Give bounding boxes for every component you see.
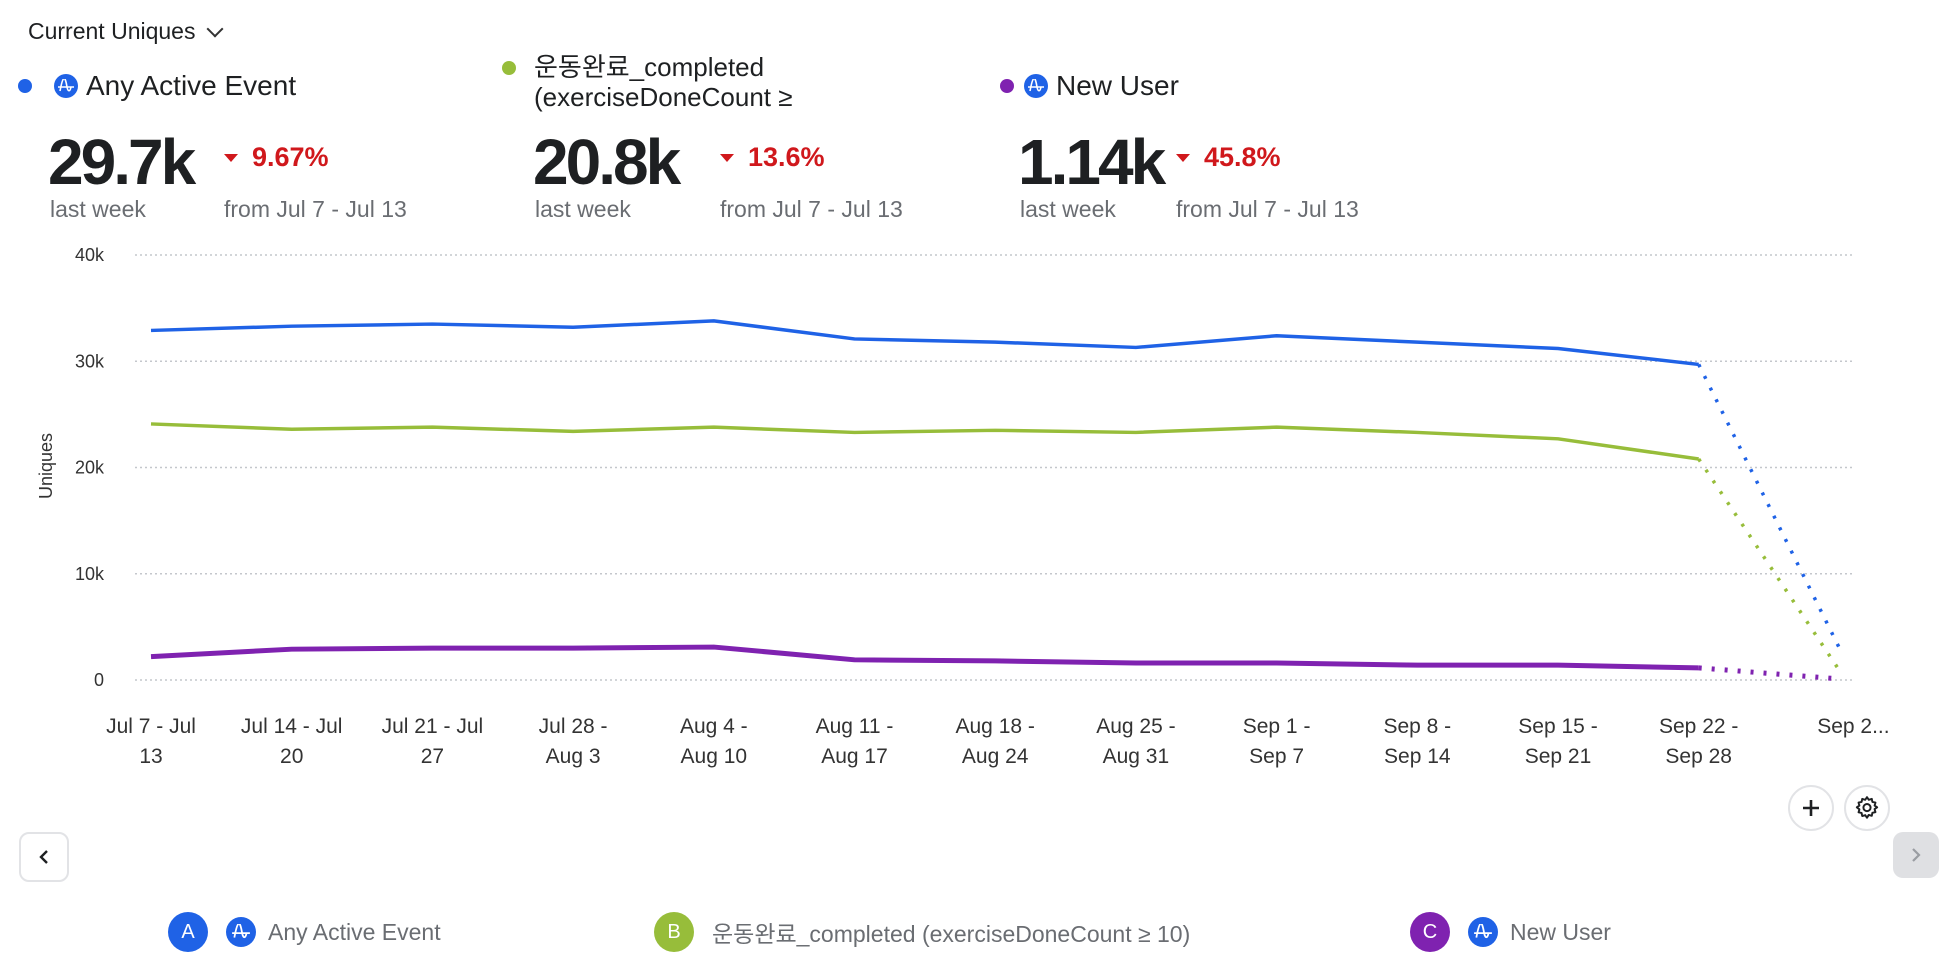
add-button[interactable] xyxy=(1788,785,1834,831)
kpi-title: New User xyxy=(1056,70,1179,101)
settings-button[interactable] xyxy=(1844,785,1890,831)
x-tick-label: Sep 22 -Sep 28 xyxy=(1659,715,1738,768)
series-color-dot xyxy=(18,79,32,93)
amplitude-icon xyxy=(1024,74,1048,98)
series-incomplete-segment xyxy=(1698,665,1840,682)
y-tick-label: 40k xyxy=(75,245,105,265)
kpi-value: 1.14k xyxy=(1018,126,1166,198)
scroll-right-button[interactable] xyxy=(1893,832,1939,878)
legend-item-b[interactable]: B 운동완료_completed (exerciseDoneCount ≥ 10… xyxy=(654,912,1190,952)
x-tick-label: Jul 7 - Jul 13 xyxy=(106,715,196,768)
amplitude-icon xyxy=(226,917,256,947)
kpi-compare: from Jul 7 - Jul 13 xyxy=(720,196,903,222)
gridlines xyxy=(135,254,1855,681)
x-tick-label: Aug 18 -Aug 24 xyxy=(956,715,1035,768)
legend-item-c[interactable]: C New User xyxy=(1410,912,1611,952)
legend-letter-badge: A xyxy=(168,912,208,952)
gear-icon xyxy=(1855,796,1879,819)
series-color-dot xyxy=(1000,79,1014,93)
kpi-caption: last week xyxy=(1020,196,1116,222)
x-tick-label: Jul 14 - Jul 20 xyxy=(241,715,343,768)
kpi-title: 운동완료_completed (exerciseDoneCount ≥ xyxy=(534,52,793,112)
legend-letter-badge: C xyxy=(1410,912,1450,952)
legend-label: 운동완료_completed (exerciseDoneCount ≥ 10) xyxy=(712,921,1191,947)
x-tick-label: Jul 28 -Aug 3 xyxy=(539,715,608,768)
down-arrow-icon xyxy=(1176,153,1190,162)
down-arrow-icon xyxy=(224,153,238,162)
x-tick-label: Jul 21 - Jul 27 xyxy=(382,715,484,768)
scroll-left-button[interactable] xyxy=(19,832,69,882)
kpi-change: 13.6% xyxy=(720,142,825,173)
x-tick-label: Aug 4 -Aug 10 xyxy=(680,715,748,768)
x-tick-label: Aug 11 -Aug 17 xyxy=(816,715,894,768)
series-line xyxy=(150,422,1699,461)
y-tick-label: 30k xyxy=(75,351,105,371)
chevron-right-icon xyxy=(1912,848,1921,862)
kpi-change-value: 9.67% xyxy=(252,142,329,172)
y-axis-ticks: 0 10k 20k 30k 40k xyxy=(75,245,105,690)
x-tick-label: Sep 8 -Sep 14 xyxy=(1383,715,1451,768)
kpi-value: 29.7k xyxy=(48,126,196,198)
x-tick-label: Aug 25 -Aug 31 xyxy=(1096,715,1175,768)
x-tick-label: Sep 2... xyxy=(1817,715,1889,738)
kpi-compare: from Jul 7 - Jul 13 xyxy=(1176,196,1359,222)
kpi-change-value: 45.8% xyxy=(1204,142,1281,172)
y-tick-label: 10k xyxy=(75,564,105,584)
legend-label: New User xyxy=(1510,918,1611,945)
metric-dropdown-label: Current Uniques xyxy=(28,18,196,44)
kpi-caption: last week xyxy=(535,196,631,222)
kpi-title: Any Active Event xyxy=(86,70,297,101)
x-tick-label: Sep 1 -Sep 7 xyxy=(1243,715,1311,768)
metric-dropdown[interactable]: Current Uniques xyxy=(28,18,224,45)
kpi-caption: last week xyxy=(50,196,146,222)
legend-item-a[interactable]: A Any Active Event xyxy=(168,912,441,952)
down-arrow-icon xyxy=(720,153,734,162)
legend-label: Any Active Event xyxy=(268,918,441,945)
amplitude-icon xyxy=(54,74,78,98)
kpi-change: 45.8% xyxy=(1176,142,1281,173)
line-chart: 0 10k 20k 30k 40k Uniques Jul 7 - Jul 13 Jul 1… xyxy=(36,245,1890,768)
x-axis-ticks: Jul 7 - Jul 13 Jul 14 - Jul 20 Jul 21 - Jul 2… xyxy=(106,715,1890,768)
series-line xyxy=(150,644,1699,671)
kpi-change: 9.67% xyxy=(224,142,329,173)
y-tick-label: 0 xyxy=(94,670,104,690)
series-line xyxy=(150,319,1699,367)
series-lines xyxy=(150,319,1841,682)
kpi-change-value: 13.6% xyxy=(748,142,825,172)
series-incomplete-segment xyxy=(1697,458,1841,672)
chevron-left-icon xyxy=(39,850,48,864)
legend-letter-badge: B xyxy=(654,912,694,952)
series-incomplete-segment xyxy=(1697,363,1841,649)
amplitude-icon xyxy=(1468,917,1498,947)
y-tick-label: 20k xyxy=(75,458,105,478)
y-axis-label: Uniques xyxy=(36,433,56,499)
kpi-value: 20.8k xyxy=(533,126,681,198)
series-color-dot xyxy=(502,61,516,75)
plus-icon xyxy=(1803,800,1819,816)
kpi-compare: from Jul 7 - Jul 13 xyxy=(224,196,407,222)
x-tick-label: Sep 15 -Sep 21 xyxy=(1518,715,1597,768)
